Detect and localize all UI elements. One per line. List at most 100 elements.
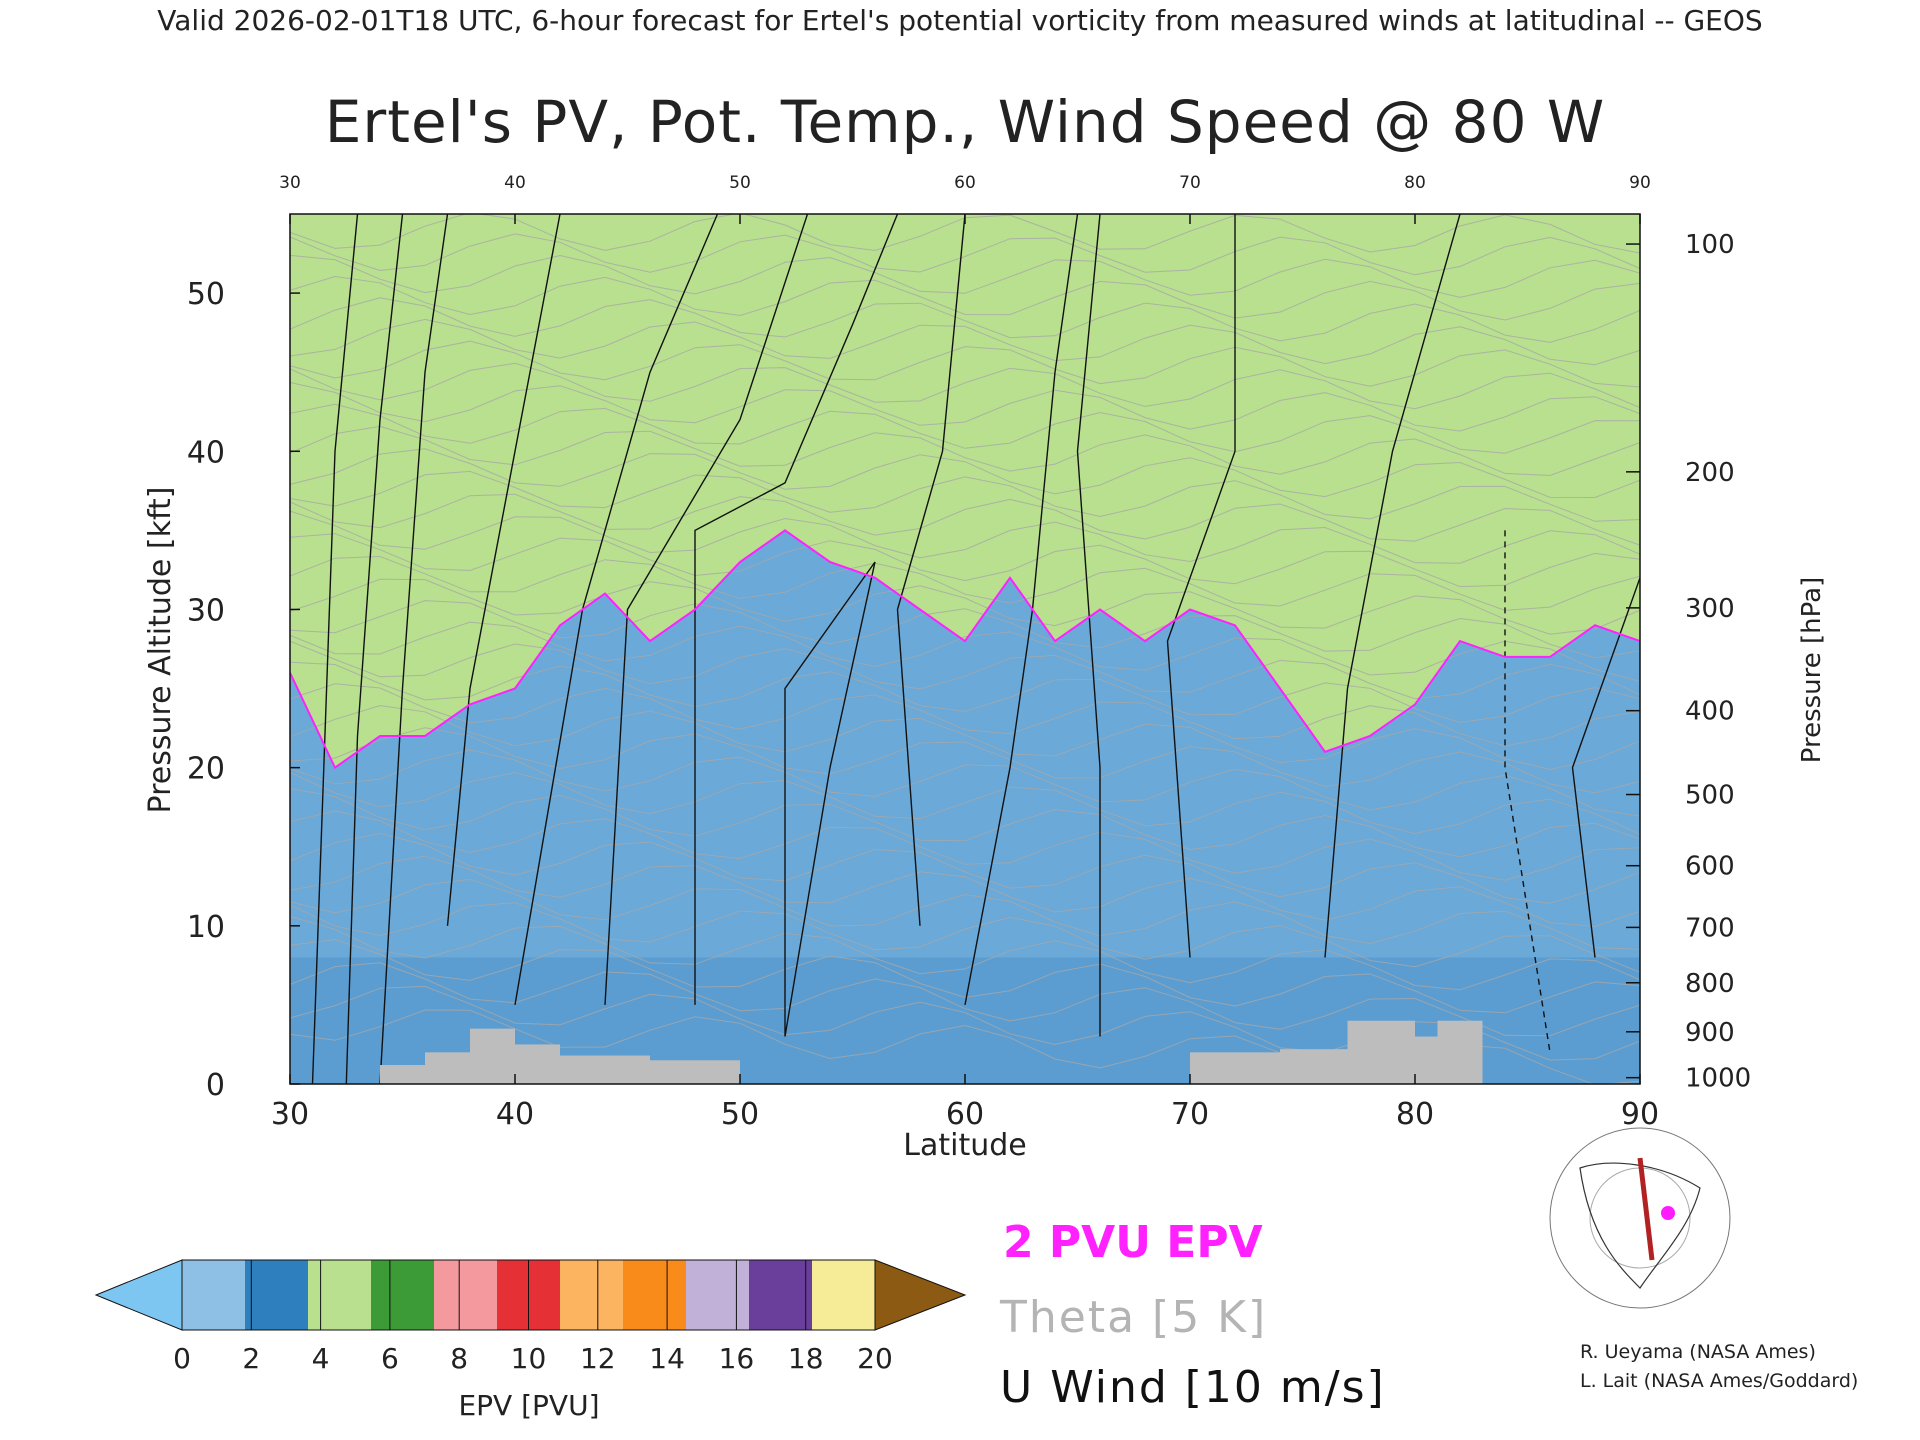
y-tick-label: 20 [187,752,225,787]
inset-latitude-ring [1589,1167,1691,1269]
y-tick-label: 10 [187,910,225,945]
colorbar-tick-label: 10 [511,1342,547,1375]
terrain-block [1190,1052,1280,1084]
u-wind-line [694,214,899,1005]
u-wind-line [604,214,809,1005]
theta-line [290,362,1640,410]
theta-line [290,318,1640,366]
colorbar-segment [308,1260,372,1330]
theta-line [290,275,1640,321]
colorbar-tick-label: 14 [649,1342,685,1375]
theta-line [290,297,1640,343]
colorbar-segment [434,1260,498,1330]
x-axis-label: Latitude [903,1128,1026,1163]
terrain-block [470,1028,515,1084]
theta-line [290,772,1640,835]
inset-cross-section-line [1637,1157,1655,1261]
colorbar-tick-label: 6 [381,1342,399,1375]
x-tick-label: 60 [946,1097,984,1132]
u-wind-line [311,214,359,1084]
u-wind-line [345,214,404,1084]
x-tick-label: 50 [721,1097,759,1132]
colorbar-segment [686,1260,750,1330]
colorbar-segment [812,1260,876,1330]
credit-ueyama: R. Ueyama (NASA Ames) [1580,1341,1816,1363]
theta-line [290,621,1640,682]
terrain-block [1347,1020,1415,1084]
u-wind-line [1504,530,1551,1053]
legend: 2 PVU EPV Theta [5 K] U Wind [10 m/s] [999,1217,1386,1413]
pressure-tick-label: 400 [1685,697,1735,727]
colorbar-tick-label: 20 [857,1342,893,1375]
x-tick-label-top: 30 [279,173,301,193]
u-wind-line [1166,214,1236,958]
theta-line [290,640,1640,700]
terrain-block [1437,1020,1483,1084]
pressure-tick-label: 900 [1685,1018,1735,1048]
legend-u-wind: U Wind [10 m/s] [1000,1362,1386,1413]
x-tick-label-top: 70 [1179,173,1201,193]
theta-line [290,902,1640,973]
pressure-tick-label: 500 [1685,781,1735,811]
theta-line [290,683,1640,747]
theta-line [290,425,1640,477]
theta-line [290,832,1640,904]
theta-line [290,382,1640,432]
terrain-block [1280,1049,1348,1084]
tropopause-2pvu [290,529,1640,770]
terrain-block [515,1044,560,1084]
theta-line [290,749,1640,817]
colorbar-over [874,1259,967,1331]
colorbar-tick-label: 16 [719,1342,755,1375]
x-tick-label: 90 [1621,1097,1659,1132]
y-tick-label: 30 [187,593,225,628]
x-tick-label-top: 50 [729,173,751,193]
theta-line [290,878,1640,950]
y-axis-label: Pressure Altitude [kft] [143,487,178,814]
theta-line [290,533,1640,588]
inset-map [1549,1127,1731,1309]
colorbar-tick-label: 2 [242,1342,260,1375]
pv-band [290,214,1640,768]
x-tick-label: 30 [271,1097,309,1132]
colorbar-tick-label: 12 [580,1342,616,1375]
colorbar-under [94,1259,183,1331]
theta-line [290,661,1640,724]
y-tick-label: 40 [187,435,225,470]
axes: 3030404050506060707080809090010203040501… [187,173,1751,1132]
colorbar-tick-label: 8 [450,1342,468,1375]
pressure-tick-label: 200 [1685,458,1735,488]
x-tick-label-top: 90 [1629,173,1651,193]
pressure-tick-label: 300 [1685,594,1735,624]
theta-line [290,403,1640,454]
theta-line [290,788,1640,858]
valid-time-header: Valid 2026-02-01T18 UTC, 6-hour forecast… [157,4,1762,37]
colorbar-segment [749,1260,813,1330]
terrain-block [560,1055,650,1084]
theta-line [290,510,1640,564]
u-wind-contours [311,214,1640,1084]
x-tick-label-top: 80 [1404,173,1426,193]
u-wind-line [896,214,966,926]
colorbar-segment [371,1260,435,1330]
theta-line [290,254,1640,298]
colorbar-tick-label: 18 [788,1342,824,1375]
colorbar-segment [623,1260,687,1330]
theta-line [290,470,1640,522]
colorbar-segment [560,1260,624,1330]
u-wind-line [379,214,449,1084]
theta-line [290,938,1640,1014]
pressure-tick-label: 100 [1685,230,1735,260]
plot-area [289,213,1641,1085]
y2-axis-label: Pressure [hPa] [1797,577,1827,764]
inset-globe [1549,1127,1731,1309]
terrain-block [380,1065,425,1084]
epv-field [290,214,1640,1084]
legend-2pvu: 2 PVU EPV [1003,1217,1263,1268]
u-wind-line [1076,214,1101,1037]
pressure-tick-label: 1000 [1685,1064,1751,1094]
colorbar-tick-label: 0 [173,1342,191,1375]
theta-line [290,915,1640,991]
inset-marker [1661,1206,1675,1220]
